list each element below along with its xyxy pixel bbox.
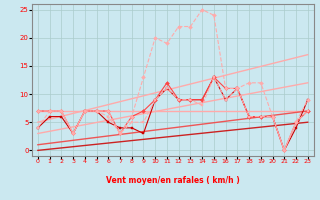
X-axis label: Vent moyen/en rafales ( km/h ): Vent moyen/en rafales ( km/h ) [106,176,240,185]
